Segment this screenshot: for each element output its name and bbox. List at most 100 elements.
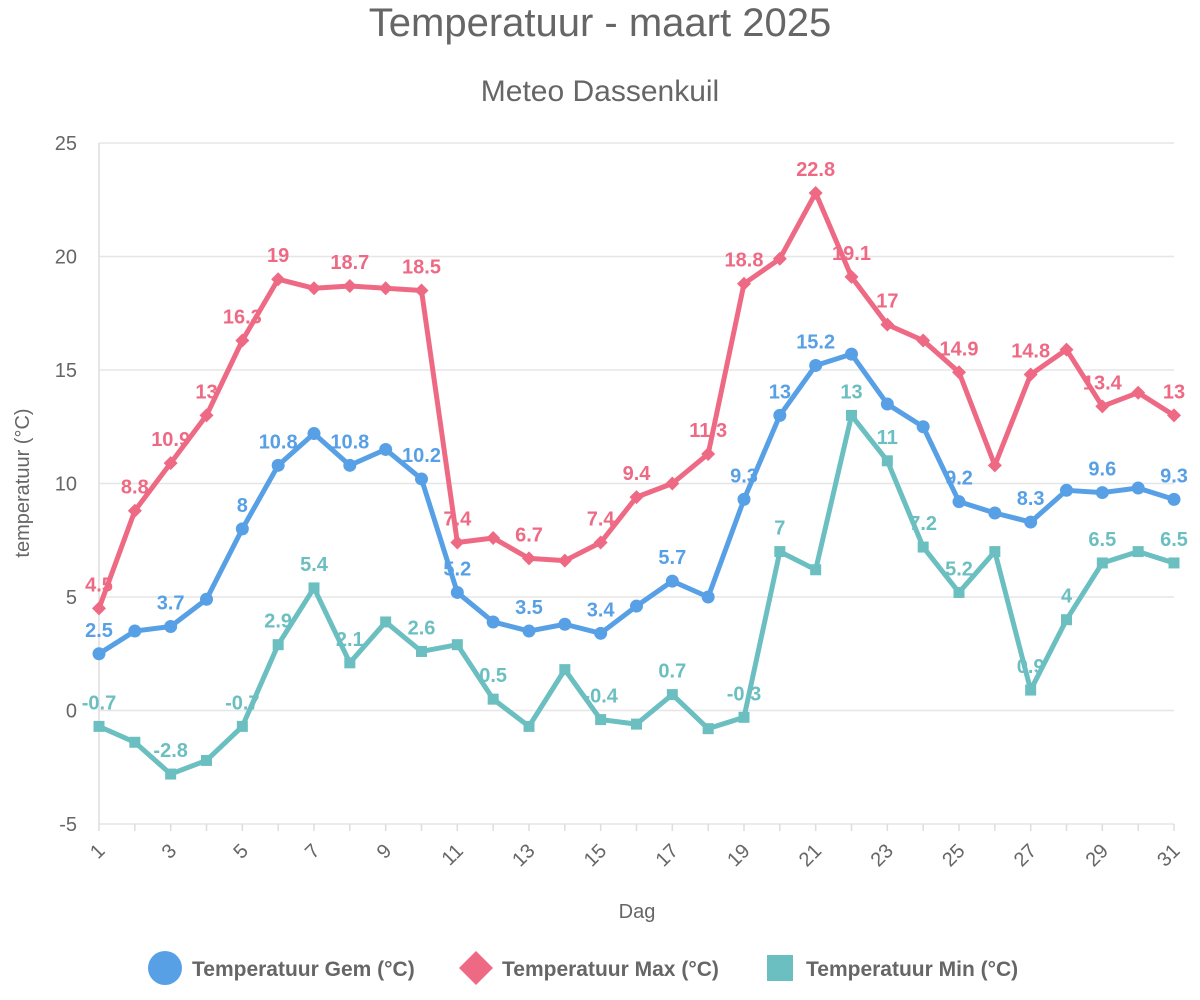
y-tick-label: 0 [66,701,77,723]
data-point [487,693,499,705]
data-label: 4 [1061,586,1073,608]
data-point [593,535,608,550]
data-label: 13 [1163,381,1185,403]
data-point [559,664,571,676]
data-label: 18.5 [402,257,441,279]
data-label: 6.7 [515,524,543,546]
data-point [236,720,248,732]
legend: Temperatuur Gem (°C) Temperatuur Max (°C)… [148,951,1018,985]
chart-title: Temperatuur - maart 2025 [369,1,831,45]
legend-item[interactable]: Temperatuur Max (°C) [459,951,719,985]
series-line-diamond [96,190,1176,610]
data-point [93,720,105,732]
data-label: 5.4 [300,554,329,576]
y-axis-ticks: 25 20 15 10 5 0 -5 [55,133,77,836]
data-label: 11.3 [689,420,727,442]
legend-swatch-square [767,955,793,981]
data-point [631,718,642,730]
data-point [952,365,966,380]
legend-label: Temperatuur Max (°C) [502,958,719,981]
data-point [235,522,249,536]
data-point [1025,684,1037,696]
gridlines [98,142,1175,831]
data-point [629,490,644,505]
data-point [844,269,859,284]
data-label: 7.4 [443,509,472,531]
y-tick-label: 20 [55,247,77,269]
data-label: 2.9 [264,611,292,633]
data-point [128,624,142,638]
data-point [486,530,501,545]
data-point [774,546,786,558]
data-label: -0.3 [727,683,761,705]
data-point [1095,399,1110,414]
x-tick-label: 5 [229,840,252,863]
data-label: 19 [267,245,289,267]
data-point [702,723,714,735]
y-tick-label: 5 [66,587,77,609]
data-label: 19.1 [832,243,871,265]
data-label: -2.8 [153,740,187,762]
x-axis-title: Dag [619,901,656,923]
data-point [201,754,212,766]
data-label: 3.5 [515,597,543,619]
x-tick-label: 21 [795,840,826,871]
data-label: 8.8 [121,477,149,499]
data-point [523,720,535,732]
data-point [416,645,427,657]
data-point [200,592,213,606]
data-point [378,281,393,296]
data-label: 7 [774,518,785,540]
x-tick-label: 1 [86,840,109,863]
data-point [1059,342,1074,357]
data-label: 14.9 [940,338,979,360]
data-point [630,599,643,613]
data-label: 9.4 [623,463,652,485]
data-point [165,768,177,780]
data-point [701,590,715,604]
data-label: 10.8 [259,431,298,453]
data-label: 10.2 [402,445,441,467]
data-label: 18.8 [725,250,764,272]
x-tick-label: 13 [508,840,539,871]
x-tick-label: 27 [1010,840,1041,871]
data-point [163,456,178,471]
data-label: 3.4 [587,599,616,621]
data-point [666,689,678,701]
data-point [737,492,751,506]
legend-item[interactable]: Temperatuur Min (°C) [767,955,1018,981]
data-point [92,647,106,661]
data-point [1060,483,1073,497]
data-point [952,495,966,509]
data-point [1061,614,1072,626]
data-label: -0.7 [82,692,116,714]
data-point [594,626,608,640]
data-point [308,582,320,594]
data-labels: -0.7 -2.8 -0.7 2.9 5.4 2.1 2.6 0.5 -0.4 0.7 -0.3 7 1… [82,159,1188,762]
data-point [737,276,751,291]
legend-swatch-diamond [459,951,493,985]
data-label: 4.5 [85,574,113,596]
data-point [272,639,284,651]
data-point [665,574,679,588]
data-point [557,553,572,568]
data-label: 9.3 [1160,465,1188,487]
data-label: 13 [840,381,862,403]
x-tick-label: 3 [158,840,181,863]
data-label: 2.6 [408,617,436,639]
data-label: 5.7 [658,547,686,569]
data-point [415,472,428,486]
data-point [845,347,858,361]
data-point [164,620,178,634]
legend-item[interactable]: Temperatuur Gem (°C) [148,951,415,985]
data-point [810,564,822,576]
x-tick-label: 9 [373,840,396,863]
y-tick-label: 15 [55,360,77,382]
x-tick-label: 25 [938,840,969,871]
data-label: 5.2 [945,558,973,580]
data-point [1168,557,1180,569]
data-point [235,333,250,348]
data-point [1167,408,1181,423]
